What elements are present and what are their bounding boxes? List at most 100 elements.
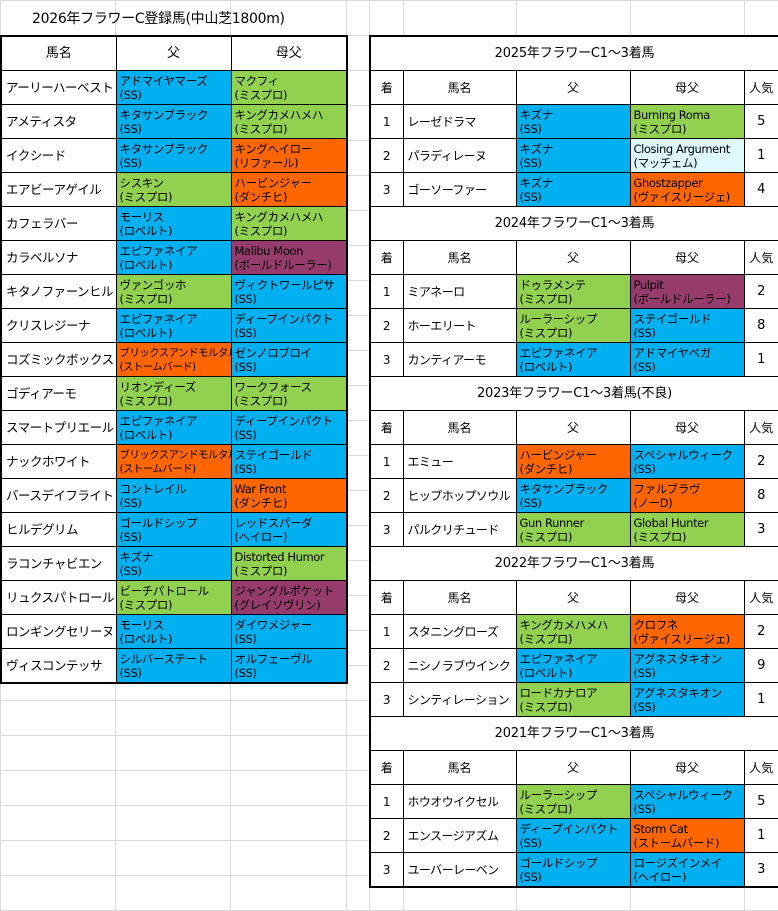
horse-name: ユーバーレーベン: [402, 852, 517, 888]
horse-name: ナックホワイト: [0, 444, 117, 479]
table-row: ヴィスコンテッサ シルバーステート (SS) オルフェーヴル (SS): [0, 648, 348, 684]
horse-name: パラディレーヌ: [402, 138, 517, 173]
sire-cell: ディープインパクト (SS): [515, 818, 631, 853]
dam-sire-cell-name: ワークフォース: [234, 379, 313, 394]
sire-cell: コントレイル (SS): [115, 478, 232, 513]
table-row: 3 シンティレーション ロードカナロア (ミスプロ) アグネスタキオン (SS) 1: [369, 682, 778, 717]
column-header: 馬名: [402, 240, 517, 275]
table-header-row: 馬名父母父: [0, 35, 348, 71]
table-row: コズミックボックス ブリックスアンドモルタル (ストームバード) ゼンノロブロイ (SS…: [0, 342, 348, 377]
dam-sire-cell-name: アグネスタキオン: [633, 685, 723, 700]
column-header: 父: [515, 580, 631, 615]
horse-name: イクシード: [0, 138, 117, 173]
popularity: 1: [743, 818, 778, 853]
finish-position: 3: [369, 172, 404, 207]
finish-position: 2: [369, 648, 404, 683]
dam-sire-cell-lineage: (ボールドルーラー): [234, 257, 332, 272]
sire-cell-lineage: (ミスプロ): [119, 189, 173, 204]
horse-name: エンスージアズム: [402, 818, 517, 853]
sire-cell: キズナ (SS): [515, 172, 631, 207]
column-header: 父: [515, 410, 631, 445]
dam-sire-cell: Pulpit (ボールドルーラー): [629, 274, 745, 309]
table-row: 3 カンティアーモ エピファネイア (ロベルト) アドマイヤベガ (SS) 1: [369, 342, 778, 377]
sire-cell-lineage: (SS): [119, 121, 142, 136]
registered-horses-table: 馬名父母父 アーリーハーベスト アドマイヤマーズ (SS) マクフィ (ミスプロ) アメティ…: [0, 35, 348, 684]
sire-cell-lineage: (SS): [519, 869, 542, 884]
popularity: 2: [743, 444, 778, 479]
finish-position: 3: [369, 852, 404, 888]
dam-sire-cell-name: オルフェーヴル: [234, 651, 313, 666]
sire-cell-lineage: (ストームバード): [119, 360, 197, 373]
sire-cell-lineage: (ミスプロ): [519, 291, 573, 306]
horse-name: エアビーアゲイル: [0, 172, 117, 207]
table-row: スマートプリエール エピファネイア (ロベルト) ディープインパクト (SS): [0, 410, 348, 445]
sire-cell-lineage: (SS): [519, 495, 542, 510]
dam-sire-cell-lineage: (ボールドルーラー): [633, 291, 731, 306]
sire-cell: キタサンブラック (SS): [515, 478, 631, 513]
dam-sire-cell: Distorted Humor (ミスプロ): [230, 546, 348, 581]
sire-cell-lineage: (ミスプロ): [519, 325, 573, 340]
sire-cell-name: ゴールドシップ: [519, 855, 598, 870]
table-row: 2 ニシノラブウインク エピファネイア (ロベルト) アグネスタキオン (SS) 9: [369, 648, 778, 683]
dam-sire-cell-name: Malibu Moon: [234, 243, 304, 258]
popularity: 8: [743, 308, 778, 343]
sire-cell-name: モーリス: [119, 617, 165, 632]
horse-name: パルクリチュード: [402, 512, 517, 547]
popularity: 5: [743, 104, 778, 139]
past-results-table: 2025年フラワーC1～3着馬着馬名父母父 人気 1 レーゼドラマ キズナ (SS) Bur…: [369, 35, 778, 888]
sire-cell-lineage: (SS): [119, 563, 142, 578]
table-row: 1 ホウオウイクセル ルーラーシップ (ミスプロ) スペシャルウィーク (SS) 5: [369, 784, 778, 819]
sire-cell-name: キングカメハメハ: [519, 617, 609, 632]
sire-cell-lineage: (ダンチヒ): [519, 461, 573, 476]
popularity: 9: [743, 648, 778, 683]
horse-name: ミアネーロ: [402, 274, 517, 309]
section-title-row: 2021年フラワーC1～3着馬: [369, 716, 778, 751]
dam-sire-cell-name: アドマイヤベガ: [633, 345, 712, 360]
horse-name: ホウオウイクセル: [402, 784, 517, 819]
sire-cell-name: キタサンブラック: [119, 141, 209, 156]
dam-sire-cell-lineage: (SS): [234, 325, 257, 340]
dam-sire-cell-lineage: (リファール): [234, 155, 299, 170]
dam-sire-cell: Closing Argument (マッチェム): [629, 138, 745, 173]
horse-name: アメティスタ: [0, 104, 117, 139]
column-header: 母父: [629, 70, 745, 105]
sire-cell-lineage: (ストームバード): [119, 462, 197, 475]
sire-cell-name: リオンディーズ: [119, 379, 197, 394]
horse-name: クリスレジーナ: [0, 308, 117, 343]
sire-cell-lineage: (ロベルト): [119, 325, 173, 340]
horse-name: ゴーソーファー: [402, 172, 517, 207]
dam-sire-cell-lineage: (ミスプロ): [633, 529, 687, 544]
horse-name: スタニングローズ: [402, 614, 517, 649]
column-header: 馬名: [402, 580, 517, 615]
dam-sire-cell-lineage: (グレイソヴリン): [234, 597, 321, 612]
dam-sire-cell-lineage: (ノーD): [633, 495, 673, 510]
finish-position: 3: [369, 512, 404, 547]
dam-sire-cell-name: キングカメハメハ: [234, 107, 324, 122]
section-title: 2024年フラワーC1～3着馬: [369, 206, 778, 241]
dam-sire-cell-name: レッドスパーダ: [234, 515, 313, 530]
dam-sire-cell-lineage: (ダンチヒ): [234, 189, 288, 204]
sire-cell: シスキン (ミスプロ): [115, 172, 232, 207]
table-row: クリスレジーナ エピファネイア (ロベルト) ディープインパクト (SS): [0, 308, 348, 343]
table-row: カラベルソナ エピファネイア (ロベルト) Malibu Moon (ボールドルーラー): [0, 240, 348, 275]
sire-cell: キズナ (SS): [515, 138, 631, 173]
dam-sire-cell: Global Hunter (ミスプロ): [629, 512, 745, 547]
table-row: ナックホワイト ブリックスアンドモルタル (ストームバード) ステイゴールド (SS): [0, 444, 348, 479]
popularity: 1: [743, 342, 778, 377]
dam-sire-cell: Malibu Moon (ボールドルーラー): [230, 240, 348, 275]
column-header: 馬名: [0, 35, 117, 71]
popularity: 1: [743, 138, 778, 173]
horse-name: シンティレーション: [402, 682, 517, 717]
sire-cell-lineage: (ミスプロ): [519, 529, 573, 544]
dam-sire-cell-lineage: (SS): [633, 325, 656, 340]
section-title-row: 2024年フラワーC1～3着馬: [369, 206, 778, 241]
sire-cell: ブリックスアンドモルタル (ストームバード): [115, 342, 232, 377]
sire-cell-name: モーリス: [119, 209, 165, 224]
dam-sire-cell: クロフネ (ヴァイスリージェ): [629, 614, 745, 649]
horse-name: ゴディアーモ: [0, 376, 117, 411]
horse-name: アーリーハーベスト: [0, 70, 117, 105]
dam-sire-cell: スペシャルウィーク (SS): [629, 784, 745, 819]
dam-sire-cell-lineage: (SS): [234, 631, 257, 646]
sire-cell-name: キズナ: [519, 107, 554, 122]
horse-name: ロンギングセリーヌ: [0, 614, 117, 649]
